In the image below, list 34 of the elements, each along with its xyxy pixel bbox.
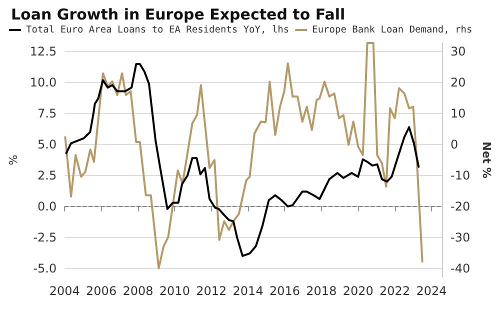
- y2-axis-title: Net %: [480, 142, 493, 178]
- x-tick-label: 2022: [380, 284, 410, 298]
- x-tick-label: 2006: [86, 284, 117, 298]
- y2-tick-label: -30: [450, 230, 470, 244]
- line-series: [65, 63, 420, 257]
- legend-label: Total Euro Area Loans to EA Residents YoY, lhs: [26, 24, 290, 36]
- x-tick-label: 2010: [159, 284, 190, 298]
- x-tick-label: 2008: [122, 284, 154, 298]
- x-tick-label: 2016: [269, 284, 300, 298]
- x-tick-label: 2020: [342, 284, 374, 298]
- chart-title: Loan Growth in Europe Expected to Fall: [11, 6, 346, 24]
- y2-tick-label: -40: [450, 261, 470, 276]
- legend-label: Europe Bank Loan Demand, rhs: [312, 24, 472, 36]
- x-tick-label: 2014: [232, 284, 264, 298]
- y-tick-label: 12.5: [30, 44, 57, 59]
- y-tick-label: 5.0: [38, 138, 57, 152]
- x-tick-label: 2012: [196, 284, 227, 298]
- y2-tick-label: 20: [450, 76, 466, 90]
- y2-tick-label: 30: [450, 44, 466, 59]
- y2-tick-label: -20: [450, 199, 470, 214]
- x-tick-label: 2018: [306, 284, 337, 298]
- x-tick-label: 2004: [49, 284, 80, 298]
- line-series: [64, 42, 424, 270]
- y-tick-label: 0.0: [38, 199, 57, 214]
- y2-tick-label: 10: [450, 106, 466, 121]
- x-tick-label: 2024: [416, 284, 447, 298]
- y-tick-label: 2.5: [38, 168, 57, 182]
- y-axis-title: %: [7, 154, 20, 166]
- y2-tick-label: -10: [450, 168, 470, 182]
- y2-tick-label: 0: [450, 138, 458, 152]
- y-tick-label: 10.0: [30, 76, 57, 90]
- y-tick-label: -5.0: [33, 261, 57, 276]
- y-tick-label: -2.5: [33, 230, 57, 244]
- y-tick-label: 7.5: [38, 106, 57, 121]
